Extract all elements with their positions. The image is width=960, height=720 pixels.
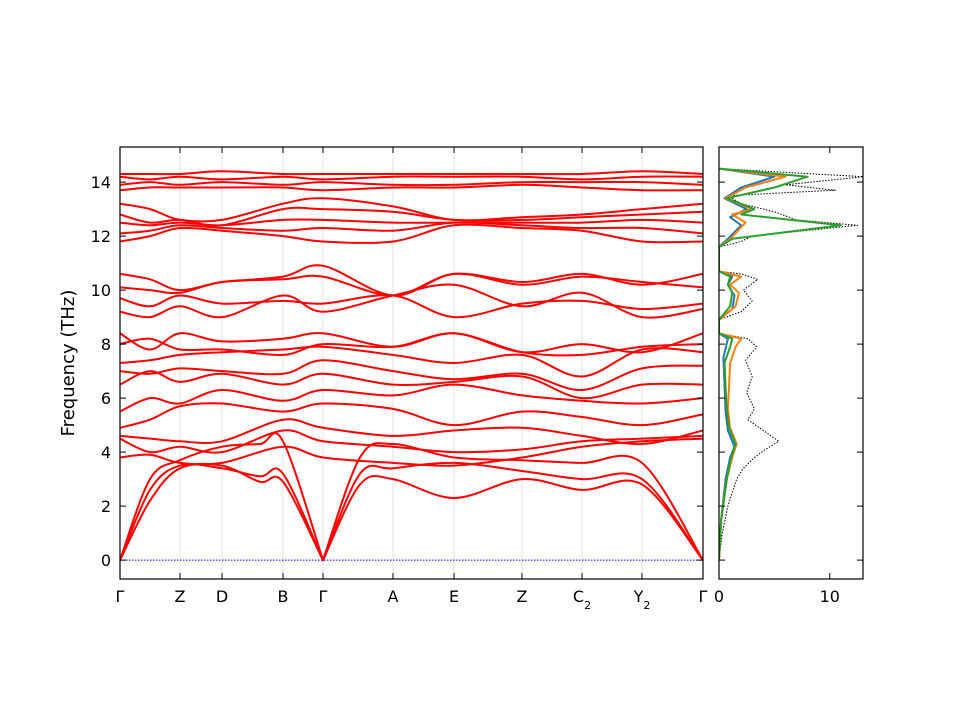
y-tick-label: 14 xyxy=(91,173,111,192)
phonon-branch xyxy=(120,345,703,378)
x-tick-label: A xyxy=(388,587,399,606)
phonon-branch xyxy=(120,175,703,181)
phonon-branch xyxy=(120,272,703,297)
phonon-branch xyxy=(120,418,703,446)
x-tick-label: Γ xyxy=(699,587,708,606)
x-tick-label: Z xyxy=(175,587,186,606)
phonon-branch xyxy=(120,283,703,319)
phonon-branch xyxy=(120,223,703,244)
band-axes-frame xyxy=(119,146,704,580)
phonon-branch xyxy=(120,183,703,192)
y-tick-label: 8 xyxy=(101,335,111,354)
x-tick-label: D xyxy=(216,587,228,606)
dos-axes-frame xyxy=(718,146,864,580)
phonon-branch xyxy=(120,197,703,223)
phonon-branch xyxy=(120,383,703,413)
projected-dos-panel: 0 10 xyxy=(714,146,864,606)
frequency-axis-ticks: 0 2 4 6 8 10 12 14 xyxy=(91,173,703,570)
dos-total-curve xyxy=(719,168,863,561)
dos-partial-curve-3 xyxy=(719,167,842,561)
k-path-axis-ticks: Γ Z D B Γ A E Z C2 Y2 Γ xyxy=(116,147,708,612)
phonon-branch xyxy=(120,218,703,227)
y-tick-label: 6 xyxy=(101,389,111,408)
x-tick-label: E xyxy=(449,587,459,606)
y-tick-label: 4 xyxy=(101,443,111,462)
phonon-branch xyxy=(120,180,703,187)
phonon-branch xyxy=(120,402,703,429)
phonon-branch xyxy=(322,442,703,562)
phonon-bands xyxy=(120,170,703,562)
phonon-branch xyxy=(120,332,703,357)
phonon-branch xyxy=(120,294,703,319)
x-tick-label: Γ xyxy=(319,587,328,606)
x-tick-label: B xyxy=(278,587,289,606)
phonon-branch xyxy=(322,474,703,562)
dos-partial-curve-2 xyxy=(719,167,787,561)
phonon-branch xyxy=(120,359,703,392)
y-tick-label: 12 xyxy=(91,227,111,246)
phonon-branch xyxy=(120,332,703,354)
phonon-branch xyxy=(120,170,703,176)
phonon-branch xyxy=(120,432,324,562)
dos-frequency-ticks xyxy=(719,181,863,561)
phonon-branch xyxy=(120,370,703,400)
phonon-branch xyxy=(120,264,703,297)
y-tick-label: 2 xyxy=(101,497,111,516)
dos-curves xyxy=(719,167,863,561)
x-tick-label: Γ xyxy=(116,587,125,606)
phonon-branch xyxy=(120,462,324,562)
phonon-branch xyxy=(322,461,703,562)
frequency-axis-label: Frequency (THz) xyxy=(58,290,79,437)
phonon-branch xyxy=(120,429,703,454)
dos-x-tick-label: 10 xyxy=(820,587,840,606)
y-tick-label: 10 xyxy=(91,281,111,300)
dos-axis-ticks: 0 10 xyxy=(714,147,840,606)
phonon-branch xyxy=(120,463,324,562)
phonon-branch xyxy=(120,221,703,235)
dos-x-tick-label: 0 xyxy=(714,587,724,606)
y-tick-label: 0 xyxy=(101,551,111,570)
x-tick-label: Z xyxy=(517,587,528,606)
phonon-branch xyxy=(120,437,703,467)
